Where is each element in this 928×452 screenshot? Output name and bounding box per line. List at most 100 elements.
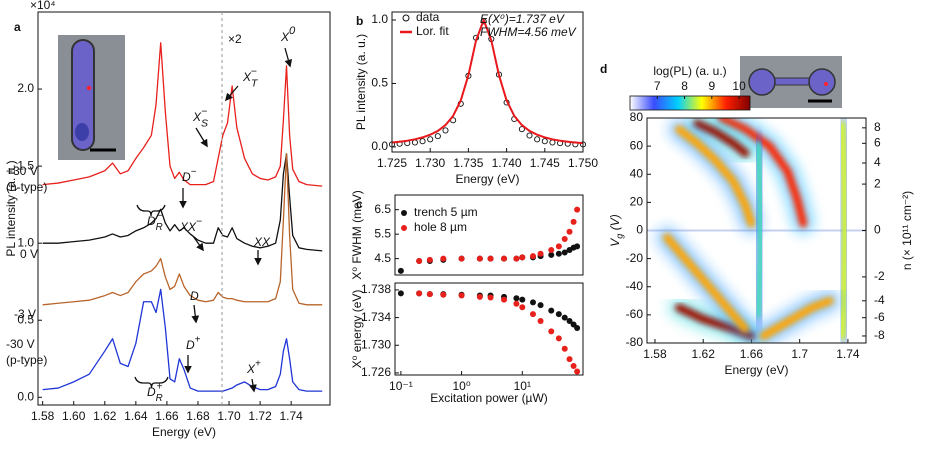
data-point [548,247,555,254]
x-tick-label: 1.62 [93,409,117,423]
ridge [759,296,834,340]
y2-tick-label: 2 [874,176,881,190]
annotation-sup: − [201,105,207,117]
y2-tick-label: -8 [874,328,885,342]
data-point [397,290,404,297]
y-tick-label: 6.5 [374,202,391,216]
data-point [561,345,568,352]
annotation-text: D [147,385,156,399]
y-tick-label: 1.734 [361,310,391,324]
x-tick-label: 1.730 [415,156,445,170]
data-point [434,133,441,140]
annotation-sup: + [156,381,162,392]
annotation-text: (n-type) [6,180,47,194]
y-tick-label: 0.5 [17,312,34,326]
x-tick-label: 1.74 [836,347,860,361]
y-tick-label: -20 [626,251,644,265]
legend-marker [401,225,407,231]
colorbar [629,95,751,111]
annotation: D+ [186,334,201,352]
plot-frame [394,194,584,276]
data-point [519,254,526,261]
arrow [192,235,204,252]
x-tick-label: 1.72 [248,409,272,423]
annotation-text: D [147,214,156,228]
annotation: D− [182,166,197,184]
series-label: 0 V [20,247,38,261]
x-tick-label: 1.66 [155,409,179,423]
panel-label: d [600,62,607,76]
data-point [397,267,404,274]
y-tick-label: 1.730 [361,337,391,351]
data-point [548,328,555,335]
panel-label: c [356,197,363,211]
y-axis-label: X⁰ FWHM (meV) [350,190,364,279]
x-tick-label: 1.60 [62,409,86,423]
y-tick-label: 1.0 [17,235,34,249]
y-tick-label: 0 [636,223,643,237]
x-tick-label: 1.64 [124,409,148,423]
annotation: (p-type) [6,353,47,367]
y-tick-label: 60 [630,138,644,152]
data-point [548,307,555,314]
data-point [555,243,562,250]
series-line [42,42,323,187]
colorbar-tick-label: 8 [681,79,688,93]
series-line [42,288,323,392]
x-tick-label: 1.68 [186,409,210,423]
x-tick-label: 10⁰ [453,379,471,393]
y-tick-label: 0.5 [371,76,388,90]
y-tick-label: 0.0 [371,139,388,153]
colorbar-tick-label: 10 [732,79,746,93]
brace [136,204,166,217]
y-tick-label: 5.5 [374,226,391,240]
annotation-text: X [246,362,256,376]
y-tick-label: -80 [626,335,644,349]
y-tick-label: 1.0 [371,12,388,26]
x-tick-label: 1.58 [643,347,667,361]
ridge [717,118,808,228]
x-tick-label: 1.745 [530,156,560,170]
annotation-text: X [280,30,290,44]
arrow [284,47,293,68]
y-tick-label: 1.5 [17,158,34,172]
x-tick-label: 1.74 [279,409,303,423]
data-point [537,302,544,309]
series-label: -30 V [6,337,35,351]
y2-tick-label: 4 [874,155,881,169]
data-point [501,255,508,262]
data-point [411,139,418,146]
brace [134,376,169,389]
legend-marker [402,14,410,22]
panel-label: a [14,20,21,34]
annotation: DR+ [147,381,163,403]
data-point [534,136,541,143]
annotation-text: E(X⁰)=1.737 eV [480,12,565,26]
annotation: X+ [246,358,261,376]
data-point [537,250,544,257]
data-point [487,294,494,301]
data-point [480,18,487,25]
data-point [537,318,544,325]
annotation: E(X⁰)=1.737 eV [480,12,565,26]
data-point [476,293,483,300]
data-point [529,253,536,260]
data-point [555,250,562,257]
data-point [548,251,555,258]
y-axis-label: Vg (V) [608,214,625,246]
y2-tick-label: -2 [874,269,885,283]
y2-axis-label: n (× 10¹¹ cm⁻²) [900,191,914,270]
annotation: XX [253,235,271,249]
y-tick-label: 2.0 [17,81,34,95]
annotation-sup: + [255,358,261,369]
annotation: D [190,289,199,303]
data-point [519,304,526,311]
y-axis-label: PL intensity (a. u.) [4,160,18,256]
y-tick-label: 20 [630,195,644,209]
data-point [427,136,434,143]
annotation-text: (p-type) [6,353,47,367]
data-point [513,300,520,307]
x-tick-label: 1.750 [568,156,598,170]
y-tick-label: 40 [630,166,644,180]
annotation-sub: S [201,117,208,129]
